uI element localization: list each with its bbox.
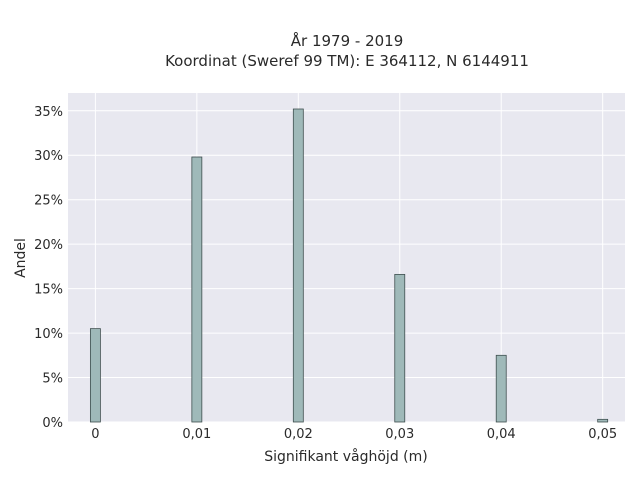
histogram-bar: [495, 354, 507, 423]
y-tick-label: 30%: [34, 149, 63, 164]
y-tick-label: 35%: [34, 105, 63, 120]
histogram-bar: [394, 273, 406, 423]
y-tick-label: 15%: [34, 283, 63, 298]
x-tick-label: 0,05: [588, 427, 617, 442]
y-tick-label: 5%: [42, 372, 63, 387]
x-axis-ticks: 0 0,01 0,02 0,03 0,04 0,05: [91, 427, 617, 442]
chart-subtitle: Koordinat (Sweref 99 TM): E 364112, N 61…: [165, 52, 529, 70]
histogram-bar: [597, 418, 609, 423]
x-tick-label: 0,04: [487, 427, 516, 442]
x-tick-label: 0: [91, 427, 99, 442]
x-tick-label: 0,02: [284, 427, 313, 442]
plot-area: [68, 93, 625, 422]
histogram-bar: [292, 108, 304, 423]
x-tick-label: 0,03: [385, 427, 414, 442]
histogram-bar: [191, 156, 203, 423]
y-axis-title: Andel: [13, 238, 29, 278]
y-tick-label: 0%: [42, 416, 63, 431]
y-tick-label: 10%: [34, 327, 63, 342]
bars: [89, 108, 609, 423]
y-axis-ticks: 0% 5% 10% 15% 20% 25% 30% 35%: [34, 105, 63, 431]
y-tick-label: 20%: [34, 238, 63, 253]
histogram-bar: [89, 328, 101, 423]
y-tick-label: 25%: [34, 194, 63, 209]
chart-title: År 1979 - 2019: [291, 31, 404, 50]
x-tick-label: 0,01: [182, 427, 211, 442]
x-axis-title: Signifikant våghöjd (m): [264, 448, 427, 465]
